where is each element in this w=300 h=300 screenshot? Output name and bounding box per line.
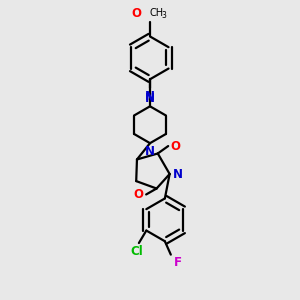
Text: N: N <box>145 145 155 158</box>
Text: N: N <box>145 92 155 105</box>
Text: O: O <box>132 7 142 20</box>
Text: F: F <box>174 256 182 269</box>
Text: O: O <box>134 188 144 201</box>
Text: 3: 3 <box>161 11 166 20</box>
Text: N: N <box>145 90 155 103</box>
Text: N: N <box>173 167 183 181</box>
Text: O: O <box>171 140 181 153</box>
Text: CH: CH <box>150 8 164 18</box>
Text: Cl: Cl <box>130 245 143 258</box>
